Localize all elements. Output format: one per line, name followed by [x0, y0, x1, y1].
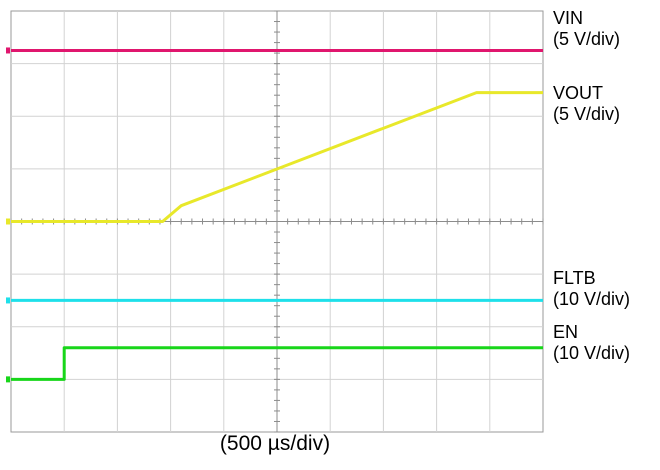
fltb-scale-label: (10 V/div) — [553, 289, 630, 310]
vin-label: VIN — [553, 8, 583, 29]
vin-scale-label: (5 V/div) — [553, 29, 620, 50]
vin-marker — [6, 47, 10, 53]
fltb-label: FLTB — [553, 268, 596, 289]
vout-label: VOUT — [553, 83, 603, 104]
vout-scale-label: (5 V/div) — [553, 104, 620, 125]
x-axis-label: (500 µs/div) — [200, 432, 350, 456]
en-scale-label: (10 V/div) — [553, 343, 630, 364]
vout-marker — [6, 219, 10, 225]
en-label: EN — [553, 322, 578, 343]
fltb-marker — [6, 297, 10, 303]
en-marker — [6, 376, 10, 382]
